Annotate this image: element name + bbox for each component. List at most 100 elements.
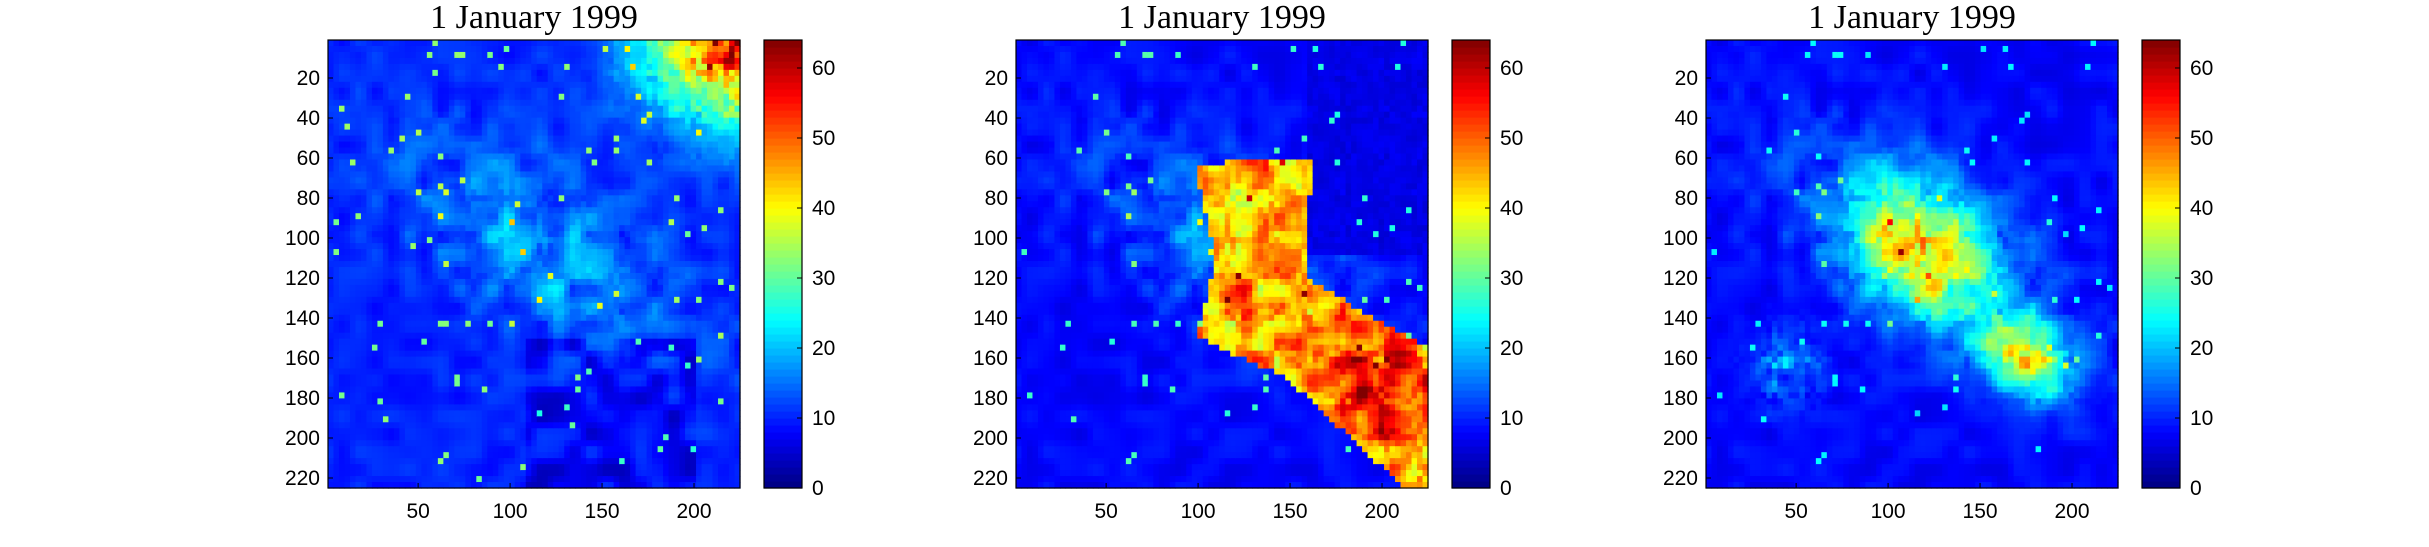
heatmap-cell — [366, 374, 373, 382]
heatmap-cell — [360, 410, 368, 417]
heatmap-cell — [591, 249, 598, 256]
heatmap-cell — [432, 422, 439, 429]
heatmap-cell — [437, 434, 444, 441]
heatmap-cell — [569, 290, 576, 298]
heatmap-cell — [344, 398, 351, 405]
heatmap-cell — [349, 452, 357, 459]
heatmap-cell — [668, 356, 675, 364]
heatmap-cell — [426, 350, 433, 358]
heatmap-cell — [564, 278, 571, 286]
heatmap-cell — [520, 117, 527, 125]
heatmap-cell — [641, 422, 648, 429]
heatmap-cell — [470, 123, 477, 131]
heatmap-cell — [657, 296, 664, 304]
heatmap-cell — [586, 81, 593, 89]
heatmap-cell — [619, 165, 626, 173]
heatmap-cell — [542, 243, 549, 250]
heatmap-cell — [580, 159, 587, 167]
heatmap-cell — [514, 51, 521, 59]
heatmap-cell — [333, 255, 340, 262]
heatmap-cell — [597, 57, 604, 65]
heatmap-cell — [503, 290, 510, 298]
heatmap-cell — [377, 69, 384, 77]
heatmap-cell — [426, 404, 433, 411]
heatmap-cell — [366, 177, 373, 184]
heatmap-cell — [388, 171, 395, 178]
heatmap-cell — [525, 410, 532, 417]
heatmap-cell — [426, 368, 433, 376]
heatmap-cell — [465, 338, 472, 346]
heatmap-cell — [492, 410, 499, 417]
heatmap-cell — [558, 261, 565, 268]
heatmap-cell — [652, 380, 659, 388]
heatmap-cell — [454, 284, 461, 292]
heatmap-cell — [641, 302, 648, 310]
heatmap-cell — [668, 362, 675, 370]
heatmap-cell — [333, 278, 340, 286]
heatmap-cell — [635, 464, 642, 471]
heatmap-cell — [371, 219, 379, 226]
heatmap-cell — [602, 63, 609, 71]
heatmap-cell — [547, 296, 554, 304]
heatmap-cell — [569, 159, 576, 167]
heatmap-cell — [344, 99, 351, 107]
heatmap-cell — [558, 410, 565, 417]
heatmap-cell — [514, 350, 521, 358]
heatmap-cell — [635, 380, 642, 388]
heatmap-cell — [498, 129, 505, 137]
heatmap-cell — [338, 255, 346, 262]
heatmap-cell — [624, 153, 631, 161]
heatmap-cell — [520, 243, 527, 250]
heatmap-cell — [481, 374, 488, 382]
heatmap-cell — [476, 464, 483, 471]
heatmap-cell — [520, 446, 527, 453]
heatmap-cell — [432, 153, 439, 161]
heatmap-cell — [674, 314, 681, 322]
heatmap-cell — [476, 207, 483, 214]
heatmap-cell — [503, 231, 510, 238]
heatmap-cell — [498, 398, 505, 405]
heatmap-cell — [432, 231, 439, 238]
heatmap-cell — [448, 440, 455, 447]
heatmap-cell — [437, 129, 444, 137]
heatmap-cell — [338, 87, 346, 95]
heatmap-cell — [531, 314, 538, 322]
heatmap-cell — [487, 213, 494, 220]
heatmap-cell — [432, 165, 439, 173]
heatmap-cell — [366, 380, 373, 388]
heatmap-cell — [674, 296, 681, 304]
heatmap-cell — [421, 434, 428, 441]
heatmap-cell — [520, 87, 527, 95]
heatmap-cell — [338, 129, 346, 137]
heatmap-cell — [542, 159, 549, 167]
heatmap-cell — [663, 380, 670, 388]
heatmap-cell — [492, 392, 499, 399]
heatmap-cell — [498, 278, 505, 286]
heatmap-cell — [531, 320, 538, 328]
heatmap-cell — [492, 452, 499, 459]
heatmap-cell — [377, 159, 384, 167]
heatmap-cell — [349, 398, 357, 405]
heatmap-cell — [498, 464, 505, 471]
heatmap-cell — [503, 272, 510, 280]
heatmap-cell — [338, 386, 346, 394]
heatmap-cell — [542, 314, 549, 322]
heatmap-cell — [360, 434, 368, 441]
heatmap-cell — [531, 141, 538, 149]
heatmap-cell — [432, 446, 439, 453]
heatmap-cell — [470, 117, 477, 125]
heatmap-cell — [679, 380, 686, 388]
heatmap-cell — [415, 332, 422, 340]
heatmap-cell — [388, 308, 395, 316]
heatmap-cell — [454, 177, 461, 184]
heatmap-cell — [635, 45, 642, 53]
heatmap-cell — [635, 81, 642, 89]
heatmap-cell — [619, 207, 626, 214]
heatmap-cell — [503, 69, 510, 77]
heatmap-cell — [415, 344, 422, 352]
heatmap-cell — [366, 284, 373, 292]
heatmap-cell — [448, 266, 455, 274]
heatmap-cell — [393, 308, 401, 316]
heatmap-cell — [492, 476, 499, 483]
heatmap-cell — [652, 195, 659, 202]
